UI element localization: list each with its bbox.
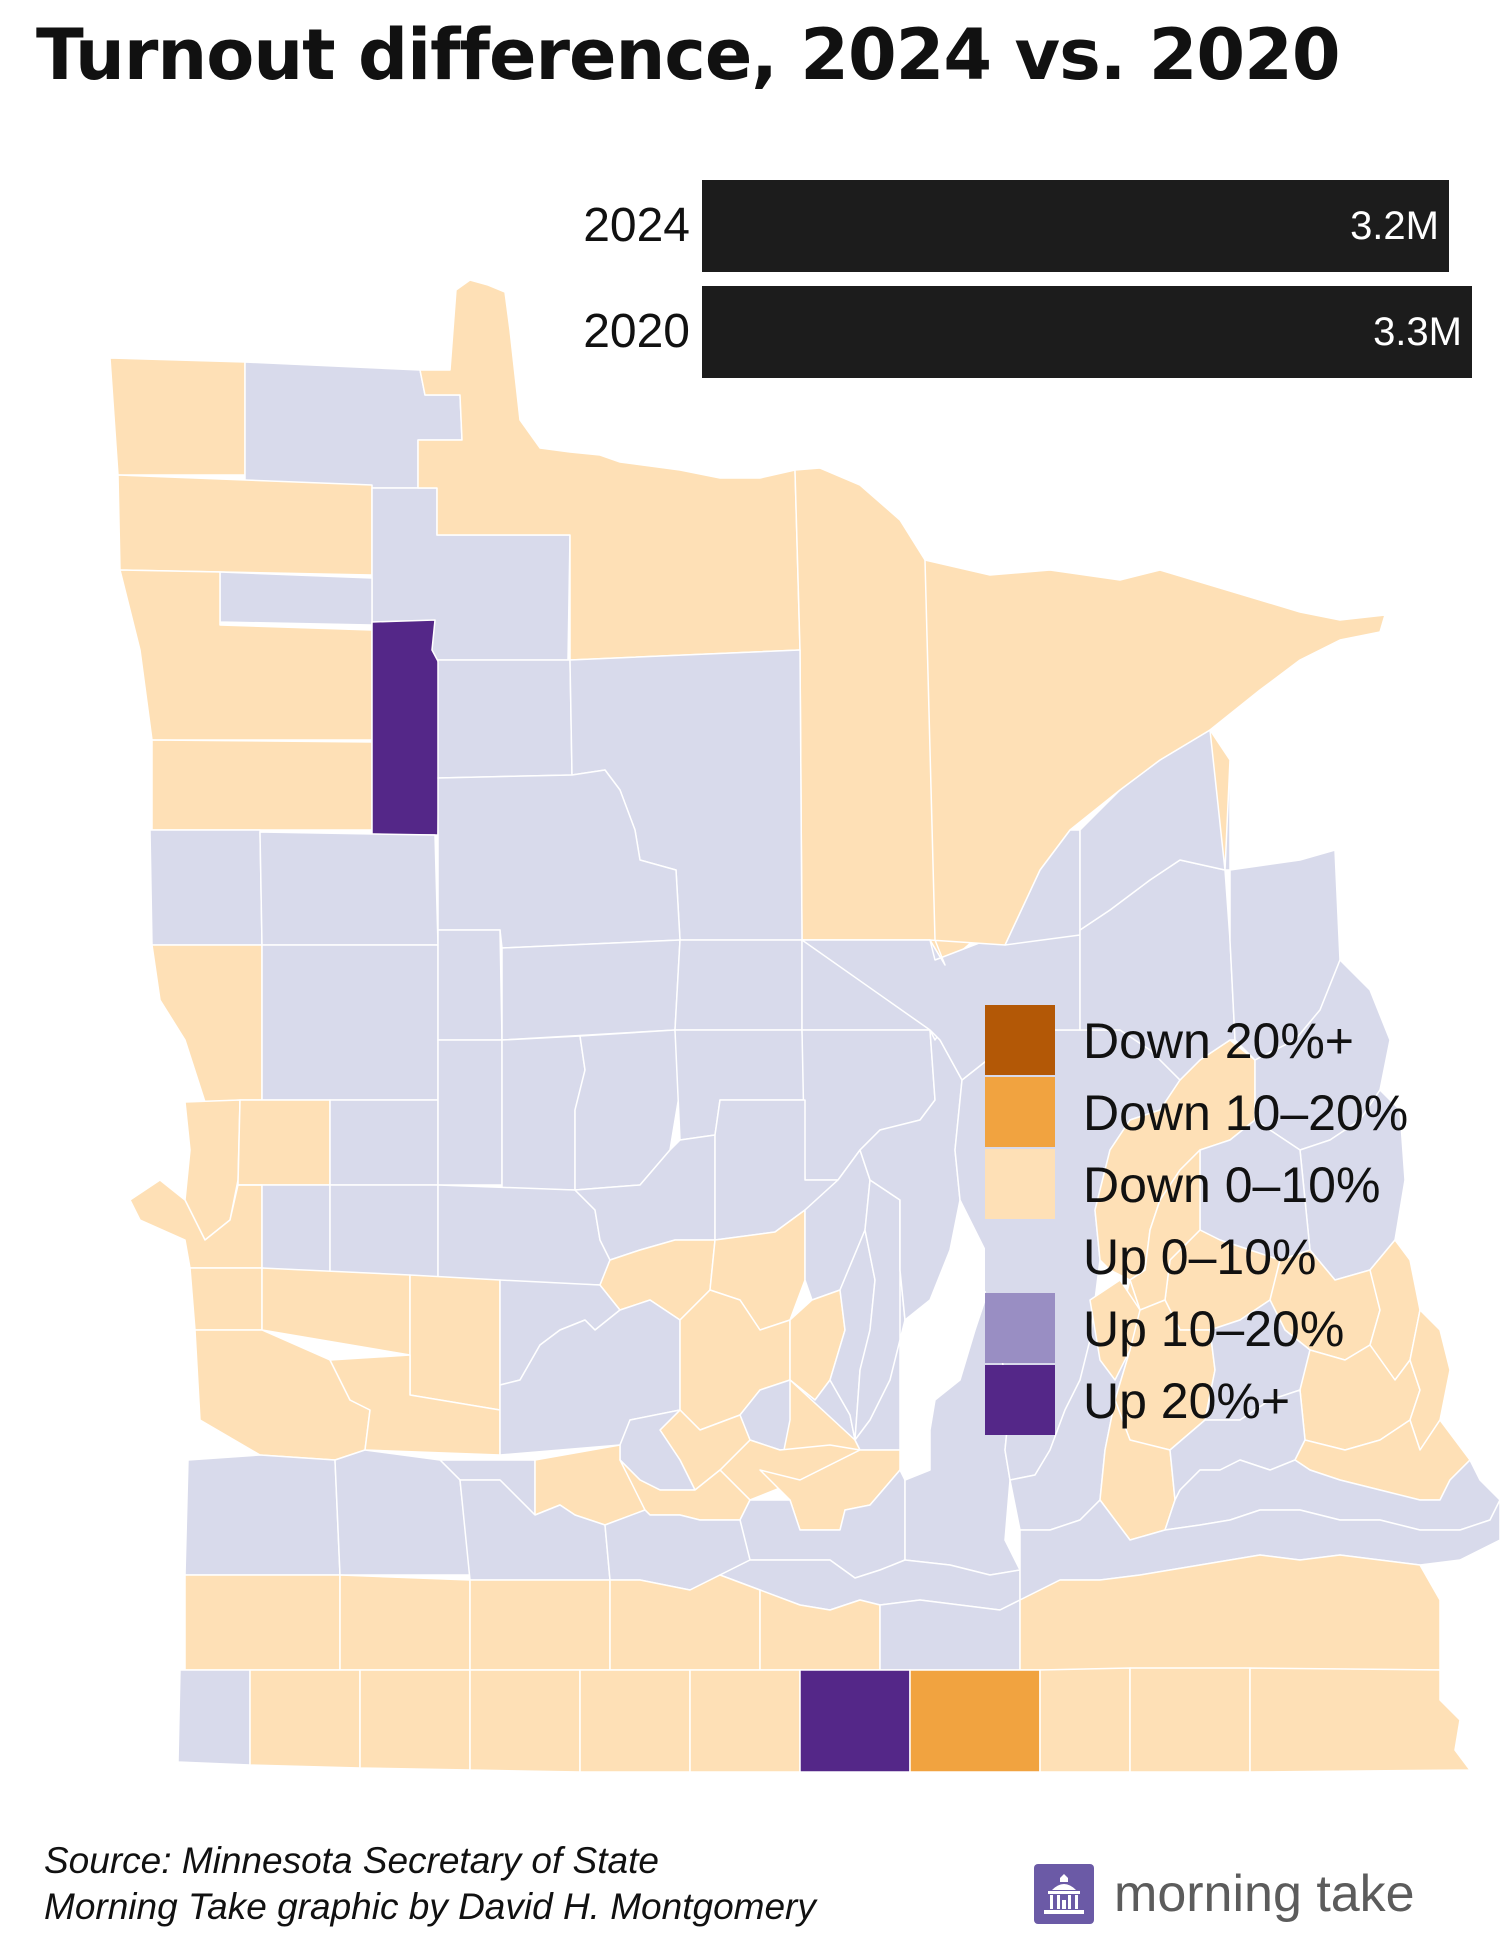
county-region xyxy=(469,1669,581,1773)
county-region xyxy=(261,944,439,1101)
county-region xyxy=(469,1579,611,1671)
county-region xyxy=(437,659,573,779)
county-region xyxy=(501,939,681,1041)
legend-item: Up 20%+ xyxy=(985,1365,1485,1437)
county-region xyxy=(259,831,439,946)
county-region xyxy=(409,1274,501,1411)
county-region xyxy=(417,279,801,661)
legend-swatch xyxy=(985,1221,1055,1291)
legend-swatch xyxy=(985,1365,1055,1435)
legend-item: Up 0–10% xyxy=(985,1221,1485,1293)
county-region xyxy=(609,1574,761,1671)
county-region xyxy=(1249,1667,1471,1773)
county-region xyxy=(194,1329,371,1461)
bar-year-label: 2020 xyxy=(583,305,690,358)
capitol-building-icon xyxy=(1034,1864,1094,1924)
turnout-bar-2024: 3.2M xyxy=(702,180,1449,272)
legend-swatch xyxy=(985,1077,1055,1147)
county-region xyxy=(334,1449,471,1576)
legend-swatch xyxy=(985,1293,1055,1363)
brand-name: morning take xyxy=(1114,1865,1415,1923)
bar-track: 3.2M xyxy=(702,180,1472,272)
legend-swatch xyxy=(985,1005,1055,1075)
county-region xyxy=(501,1035,586,1191)
credit-note: Morning Take graphic by David H. Montgom… xyxy=(44,1886,816,1927)
county-region xyxy=(799,1669,911,1773)
legend-label: Up 10–20% xyxy=(1083,1301,1345,1357)
county-region xyxy=(249,1669,361,1769)
legend-label: Down 20%+ xyxy=(1083,1013,1354,1069)
county-region xyxy=(359,1669,471,1771)
county-region xyxy=(117,474,373,576)
source-note: Source: Minnesota Secretary of State xyxy=(44,1840,659,1881)
county-region xyxy=(151,739,373,831)
turnout-bar-row: 2024 3.2M xyxy=(540,178,1480,274)
county-region xyxy=(879,1599,1021,1671)
county-region xyxy=(674,939,803,1031)
county-region xyxy=(371,619,441,836)
county-region xyxy=(109,357,246,476)
county-region xyxy=(1089,1279,1141,1381)
legend-label: Down 0–10% xyxy=(1083,1157,1381,1213)
county-region xyxy=(149,829,263,946)
county-region xyxy=(329,1184,439,1281)
county-region xyxy=(184,1574,341,1671)
county-region xyxy=(924,559,1386,966)
map-legend: Down 20%+ Down 10–20% Down 0–10% Up 0–10… xyxy=(985,1005,1485,1437)
county-region xyxy=(329,1099,439,1186)
page-title: Turnout difference, 2024 vs. 2020 xyxy=(36,14,1341,96)
county-region xyxy=(177,1669,251,1766)
legend-label: Up 0–10% xyxy=(1083,1229,1317,1285)
legend-item: Down 0–10% xyxy=(985,1149,1485,1221)
turnout-bar-2020: 3.3M xyxy=(702,286,1472,378)
legend-item: Up 10–20% xyxy=(985,1293,1485,1365)
county-region xyxy=(437,929,503,1041)
footer: Source: Minnesota Secretary of State Mor… xyxy=(44,1838,816,1930)
bar-track: 3.3M xyxy=(702,286,1472,378)
county-region xyxy=(237,1099,331,1186)
legend-item: Down 20%+ xyxy=(985,1005,1485,1077)
county-region xyxy=(184,1454,341,1576)
legend-label: Down 10–20% xyxy=(1083,1085,1409,1141)
county-region xyxy=(579,1669,691,1773)
county-region xyxy=(219,571,373,626)
bar-value-label: 3.3M xyxy=(1373,310,1462,354)
county-region xyxy=(151,944,263,1103)
turnout-bar-chart: 2024 3.2M 2020 3.3M xyxy=(540,178,1480,390)
county-region xyxy=(437,1039,503,1186)
legend-label: Up 20%+ xyxy=(1083,1373,1291,1429)
county-region xyxy=(189,1267,263,1331)
bar-value-label: 3.2M xyxy=(1350,204,1439,248)
turnout-bar-row: 2020 3.3M xyxy=(540,284,1480,380)
county-region xyxy=(1129,1667,1251,1773)
legend-swatch xyxy=(985,1149,1055,1219)
bar-year-label: 2024 xyxy=(583,199,690,252)
legend-item: Down 10–20% xyxy=(985,1077,1485,1149)
county-region xyxy=(339,1574,471,1671)
county-region xyxy=(909,1669,1041,1773)
county-region xyxy=(689,1669,801,1773)
county-region xyxy=(1039,1667,1131,1773)
county-region xyxy=(1019,1554,1441,1671)
